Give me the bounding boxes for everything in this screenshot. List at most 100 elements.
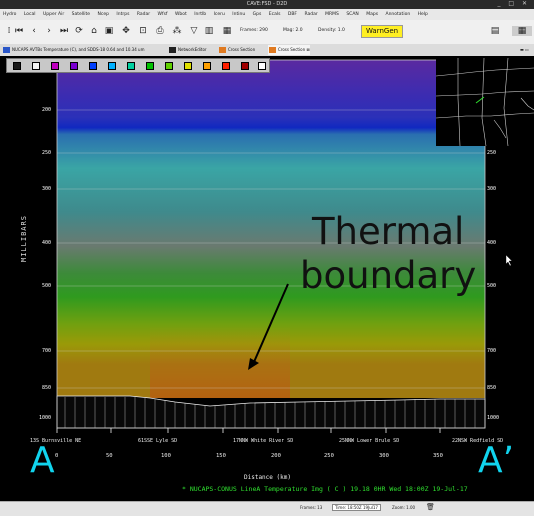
tab-cross-section-1[interactable]: Cross Section xyxy=(218,45,255,55)
menu-item-maps[interactable]: Maps xyxy=(366,12,379,17)
print-icon[interactable]: ⎙ xyxy=(156,26,164,36)
menu-item-satellite[interactable]: Satellite xyxy=(71,12,91,17)
tab-label: NUCAPS AVTBs Temperature (C), and SDDS-1… xyxy=(12,47,145,52)
menu-item-inrtlb[interactable]: Inrtlb xyxy=(194,12,207,17)
tab-label: Cross Section xyxy=(278,47,306,52)
menu-item-radar-2[interactable]: Radar xyxy=(304,12,318,17)
menu-item-upper-air[interactable]: Upper Air xyxy=(42,12,65,17)
clear-icon[interactable]: ▣ xyxy=(104,26,114,36)
menu-item-ecals[interactable]: Ecals xyxy=(268,12,281,17)
warngen-button[interactable]: WarnGen xyxy=(361,25,403,38)
menu-item-wbot[interactable]: Wbot xyxy=(174,12,187,17)
menu-item-intrps[interactable]: Intrps xyxy=(116,12,130,17)
distance-tick: 350 xyxy=(433,453,443,459)
pan-icon[interactable]: ✥ xyxy=(122,26,130,36)
tab-swatch xyxy=(269,47,276,53)
location-label: 61SSE Lyle SD xyxy=(138,438,178,444)
home-icon[interactable]: ⌂ xyxy=(91,26,97,36)
terrain-profile xyxy=(56,395,486,429)
status-frames: Frames: 13 xyxy=(300,505,323,510)
filter-icon[interactable]: ▽ xyxy=(190,26,198,36)
pressure-tick-right: 250 xyxy=(487,150,497,156)
panel-icon[interactable]: ▥ xyxy=(204,26,214,36)
minimize-editor-icon[interactable]: ▬ ▭ xyxy=(520,47,529,52)
first-frame-icon[interactable]: ⏮ xyxy=(14,26,24,36)
tab-label: NetworkEditor xyxy=(178,47,207,52)
x-tick-marks xyxy=(56,428,441,433)
tab-swatch xyxy=(3,47,10,53)
thermal-boundary-annotation: Thermal boundary xyxy=(300,210,476,298)
pressure-tick-right: 500 xyxy=(487,283,497,289)
color-swatch xyxy=(184,62,192,70)
pressure-tick-left: 300 xyxy=(42,186,52,192)
menu-item-intinu[interactable]: Intinu xyxy=(232,12,246,17)
pressure-tick-left: 250 xyxy=(42,150,52,156)
annotation-arrow xyxy=(253,283,289,363)
state-borders xyxy=(436,58,534,146)
mouse-cursor-icon xyxy=(505,254,513,267)
window-controls[interactable]: _ □ ✕ xyxy=(497,0,530,7)
color-swatch xyxy=(165,62,173,70)
mag-dropdown[interactable]: Mag: 2.0 xyxy=(283,28,303,33)
drag-icon[interactable]: ⁂ xyxy=(172,26,182,36)
density-dropdown[interactable]: Density: 1.0 xyxy=(318,28,345,33)
zoom-icon[interactable]: ⊡ xyxy=(139,26,147,36)
distance-tick: 200 xyxy=(271,453,281,459)
status-time[interactable]: Time: 18:50Z 19Jul17 xyxy=(332,504,381,511)
menu-item-hydro[interactable]: Hydro xyxy=(3,12,17,17)
loop-icon[interactable]: ⟳ xyxy=(75,26,83,36)
color-swatch xyxy=(51,62,59,70)
menu-item-scan[interactable]: SCAN xyxy=(346,12,359,17)
location-label: 22NSW Redfield SD xyxy=(452,438,504,444)
annotation-arrowhead xyxy=(248,358,259,370)
close-tab-icon[interactable]: ⊠ xyxy=(306,47,310,52)
color-swatch xyxy=(146,62,154,70)
endpoint-a-prime-label: A’ xyxy=(478,440,515,481)
next-frame-icon[interactable]: › xyxy=(47,26,51,36)
endpoint-a-label: A xyxy=(30,440,55,481)
menu-item-local[interactable]: Local xyxy=(23,12,36,17)
menu-item-radar[interactable]: Radar xyxy=(136,12,151,17)
colormap-bar[interactable] xyxy=(6,58,270,73)
last-frame-icon[interactable]: ⏭ xyxy=(59,26,69,36)
distance-tick: 300 xyxy=(379,453,389,459)
pressure-tick-left: 500 xyxy=(42,283,52,289)
cross-section-plot[interactable] xyxy=(0,56,534,496)
pressure-tick-right: 1000 xyxy=(487,415,500,421)
color-swatch xyxy=(241,62,249,70)
menu-item-annotation[interactable]: Annotation xyxy=(385,12,411,17)
map-inset[interactable] xyxy=(436,58,534,146)
menu-item-ncep[interactable]: Ncep xyxy=(97,12,109,17)
d2d-perspective-button[interactable]: ▦ xyxy=(512,26,532,36)
pressure-tick-right: 700 xyxy=(487,348,497,354)
trash-icon[interactable]: 🗑 xyxy=(426,503,435,511)
tab-cross-section-2[interactable]: Cross Section ⊠ xyxy=(268,45,310,55)
product-legend[interactable]: * NUCAPS-CONUS LineA Temperature Img ( C… xyxy=(182,485,468,493)
isobar-lines xyxy=(57,109,485,389)
pressure-tick-right: 850 xyxy=(487,385,497,391)
menu-item-dbf[interactable]: DBF xyxy=(287,12,298,17)
location-label: 25NNW Lower Brule SD xyxy=(339,438,400,444)
pressure-tick-right: 400 xyxy=(487,240,497,246)
pressure-tick-left: 200 xyxy=(42,107,52,113)
color-swatch xyxy=(32,62,40,70)
menu-item-help[interactable]: Help xyxy=(417,12,428,17)
previous-frame-icon[interactable]: ‹ xyxy=(32,26,36,36)
menu-item-iceru[interactable]: Iceru xyxy=(213,12,225,17)
menu-item-wfsf[interactable]: Wfsf xyxy=(157,12,168,17)
menu-item-mrms[interactable]: MRMS xyxy=(325,12,339,17)
distance-tick: 250 xyxy=(324,453,334,459)
tab-network-editor[interactable]: NetworkEditor xyxy=(168,45,207,55)
tab-nucaps[interactable]: NUCAPS AVTBs Temperature (C), and SDDS-1… xyxy=(2,45,144,55)
terrain-hatching xyxy=(64,397,476,428)
color-swatch xyxy=(89,62,97,70)
distance-tick: 50 xyxy=(106,453,113,459)
layout-icon[interactable]: ▦ xyxy=(222,26,232,36)
menu-item-gps[interactable]: Gps xyxy=(252,12,262,17)
frames-dropdown[interactable]: Frames: 290 xyxy=(240,28,268,33)
perspective-icon[interactable]: ▤ xyxy=(490,26,500,36)
tab-label: Cross Section xyxy=(228,47,256,52)
color-swatch xyxy=(258,62,266,70)
editor-tab-bar: NUCAPS AVTBs Temperature (C), and SDDS-1… xyxy=(0,44,534,56)
status-zoom: Zoom: 1.00 xyxy=(392,505,416,510)
